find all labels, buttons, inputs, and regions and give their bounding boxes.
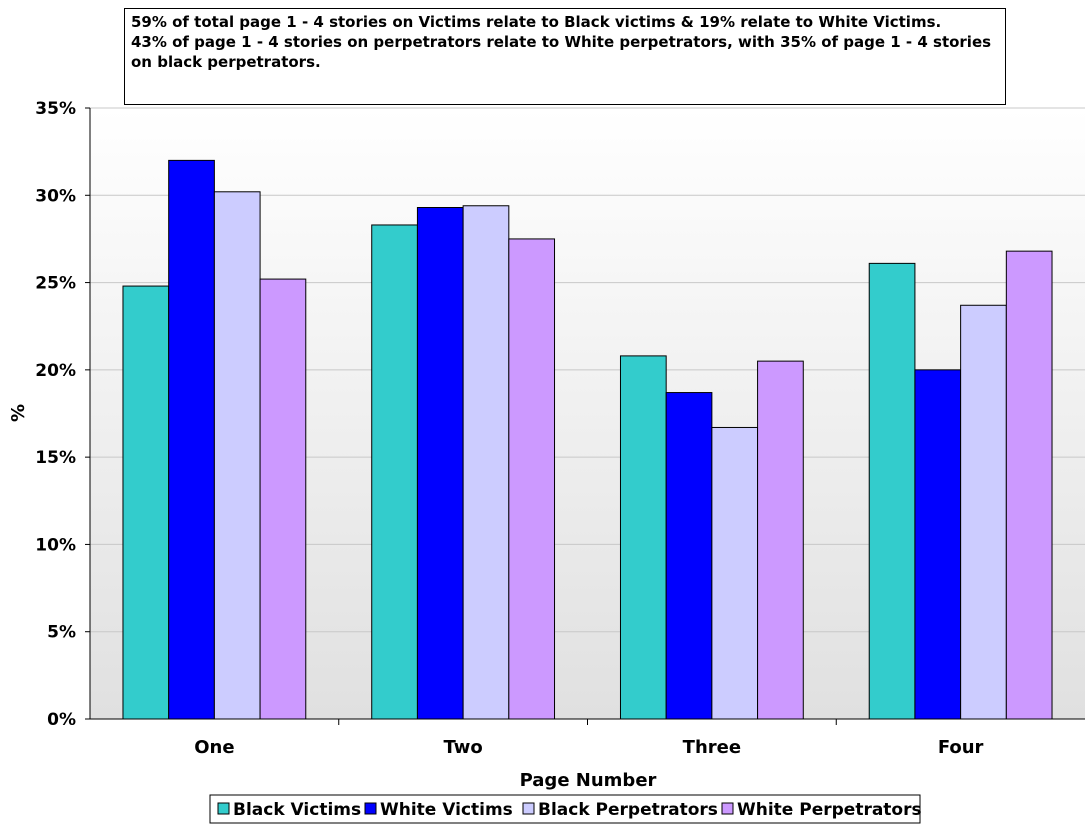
bar-black-perpetrators-two <box>462 205 510 720</box>
legend-label: Black Perpetrators <box>538 800 718 820</box>
legend-swatch <box>364 802 377 815</box>
legend-label: White Perpetrators <box>737 800 922 820</box>
y-tick-label: 25% <box>35 274 76 294</box>
y-tick-label: 0% <box>47 710 76 730</box>
legend-swatch <box>217 802 230 815</box>
axes: 0% 5% 10% 15% 20% 25% 30% 35% One Two Three Four <box>35 99 1085 758</box>
y-tick-label: 35% <box>35 99 76 119</box>
bar-white-victims-two <box>416 207 464 720</box>
legend-swatch <box>522 802 535 815</box>
bar-white-perpetrators-one <box>259 278 307 720</box>
bar-white-victims-three <box>665 392 713 720</box>
bar-black-perpetrators-one <box>213 191 261 720</box>
bar-white-victims-one <box>168 159 215 720</box>
x-tick-label: One <box>194 737 234 758</box>
y-tick-label: 15% <box>35 448 76 468</box>
bar-black-perpetrators-three <box>711 426 759 720</box>
x-tick-label: Three <box>683 737 741 758</box>
bar-white-perpetrators-four <box>1005 250 1053 720</box>
annotation-line-2: 43% of page 1 - 4 stories on perpetrator… <box>131 33 992 51</box>
legend: Black Victims White Victims Black Perpetra… <box>209 794 922 824</box>
bar-white-perpetrators-three <box>757 360 804 720</box>
x-axis-label: Page Number <box>520 770 657 791</box>
legend-swatch <box>721 802 734 815</box>
legend-label: White Victims <box>380 800 513 820</box>
y-tick-label: 20% <box>35 361 76 381</box>
y-tick-label: 10% <box>35 535 76 555</box>
legend-label: Black Victims <box>233 800 361 820</box>
bar-white-perpetrators-two <box>508 238 556 720</box>
annotation-line-3: on black perpetrators. <box>131 53 321 71</box>
bar-black-victims-two <box>371 224 418 720</box>
bar-white-victims-four <box>914 369 962 720</box>
y-tick-label: 30% <box>35 186 76 206</box>
y-axis-label: % <box>8 404 29 422</box>
x-tick-label: Two <box>443 737 482 758</box>
bar-black-victims-three <box>619 355 667 720</box>
y-tick-label: 5% <box>47 623 76 643</box>
bar-black-victims-four <box>868 262 916 720</box>
annotation-line-1: 59% of total page 1 - 4 stories on Victi… <box>131 13 942 31</box>
x-tick-label: Four <box>938 737 984 758</box>
bar-black-victims-one <box>122 285 170 720</box>
bar-black-perpetrators-four <box>960 304 1007 720</box>
annotation-box: 59% of total page 1 - 4 stories on Victi… <box>124 8 1006 105</box>
legend-box <box>209 794 921 824</box>
